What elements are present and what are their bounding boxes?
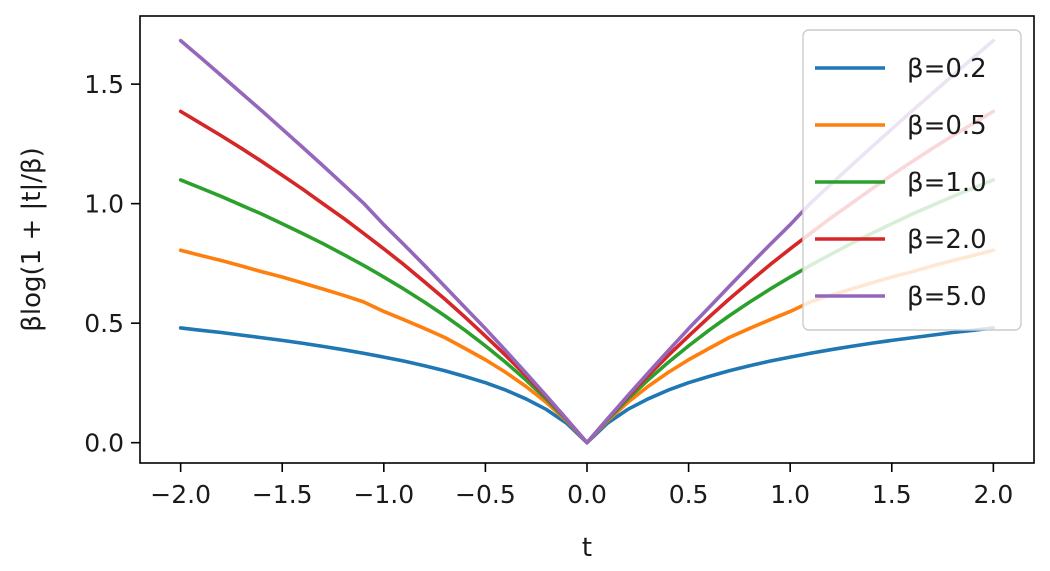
series-line-1 [178, 326, 996, 445]
y-tick-label: 0.0 [84, 429, 124, 458]
y-axis: 0.0 0.5 1.0 1.5 [84, 70, 140, 458]
x-tick-label: 0.5 [669, 480, 709, 509]
y-tick-label: 1.0 [84, 190, 124, 219]
x-axis-label: t [582, 533, 592, 563]
legend-box [802, 29, 1022, 331]
x-tick-label: −2.0 [150, 480, 211, 509]
x-tick-label: 0.0 [567, 480, 607, 509]
x-tick-label: 1.5 [872, 480, 912, 509]
legend: β=0.2 β=0.5 β=1.0 β=2.0 β=5.0 [802, 29, 1022, 331]
legend-label: β=0.5 [907, 111, 987, 141]
x-tick-label: −0.5 [455, 480, 516, 509]
x-axis: −2.0 −1.5 −1.0 −0.5 0.0 0.5 1.0 1.5 2.0 [150, 463, 1013, 509]
legend-label: β=1.0 [907, 168, 987, 198]
legend-label: β=5.0 [907, 282, 987, 312]
legend-label: β=0.2 [907, 54, 987, 84]
y-tick-label: 1.5 [84, 70, 124, 99]
y-axis-label: βlog(1 + |t|/β) [17, 147, 47, 331]
x-tick-label: −1.5 [252, 480, 313, 509]
legend-label: β=2.0 [907, 225, 987, 255]
y-tick-label: 0.5 [84, 309, 124, 338]
x-tick-label: −1.0 [353, 480, 414, 509]
x-tick-label: 2.0 [973, 480, 1013, 509]
x-tick-label: 1.0 [770, 480, 810, 509]
